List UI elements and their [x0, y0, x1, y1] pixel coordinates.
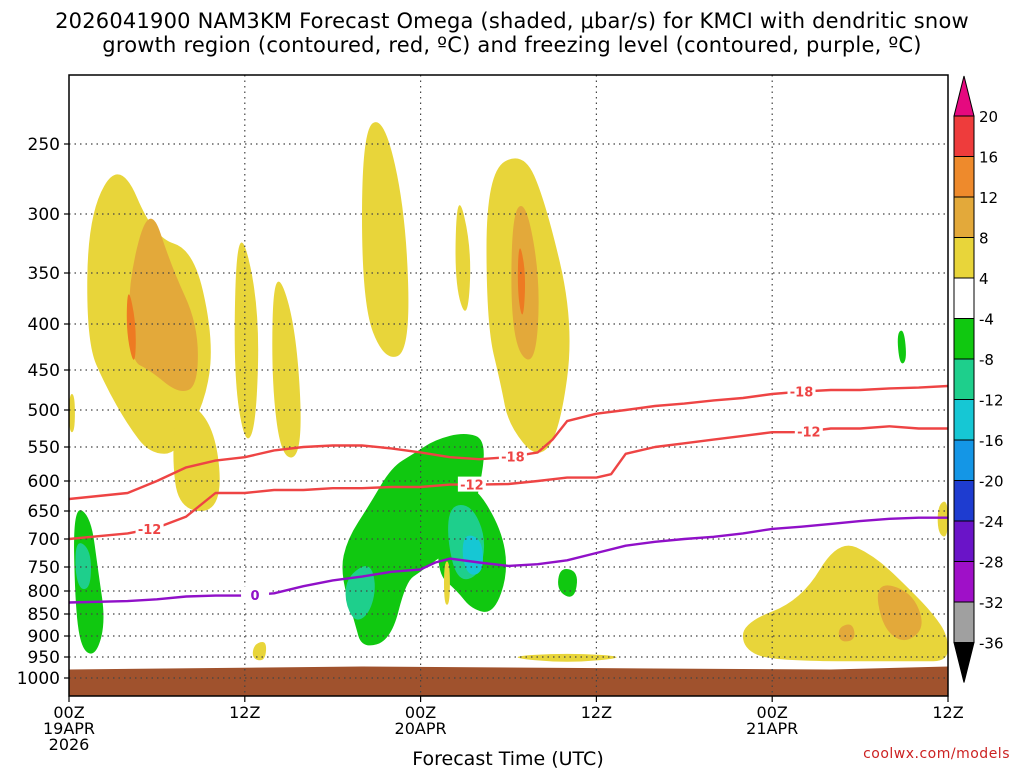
- x-tick-label-0: 00Z: [53, 703, 84, 722]
- contour-label-bg-dgz-12-1: [457, 476, 486, 492]
- x-tick-label-24: 00Z: [405, 703, 436, 722]
- omega-region-26: [444, 561, 450, 605]
- terrain-surface: [69, 666, 948, 696]
- y-tick-label-400: 400: [28, 315, 60, 335]
- y-tick-label-300: 300: [28, 205, 60, 225]
- y-tick-label-600: 600: [28, 472, 60, 492]
- omega-region-25: [937, 501, 948, 537]
- colorbar-segment-12: [953, 601, 975, 643]
- x-tick-date-48: 21APR: [746, 719, 798, 738]
- omega-region-19: [897, 330, 906, 364]
- colorbar-segment-9: [953, 480, 975, 522]
- colorbar-label-9: -20: [979, 473, 1004, 491]
- contour-label-dgz-12-2: -12: [797, 425, 821, 440]
- contour-label-dgz-12-0: -12: [138, 523, 162, 538]
- chart-title-line-2: growth region (contoured, red, ºC) and f…: [102, 33, 922, 57]
- y-tick-label-950: 950: [28, 648, 60, 668]
- contour-label-dgz-12-1: -12: [460, 479, 484, 494]
- omega-region-11: [342, 434, 484, 646]
- omega-region-24: [252, 641, 267, 661]
- x-tick-label-12: 12Z: [229, 703, 260, 722]
- colorbar-label-5: -4: [979, 311, 994, 329]
- omega-region-17: [462, 535, 483, 575]
- colorbar-top-arrow: [953, 75, 975, 117]
- colorbar-label-7: -12: [979, 392, 1004, 410]
- omega-region-14: [75, 543, 91, 590]
- x-tick-date-0: 19APR: [43, 719, 95, 738]
- omega-region-12: [345, 566, 375, 620]
- y-tick-label-1000: 1000: [17, 669, 60, 689]
- colorbar-segment-10: [953, 520, 975, 562]
- omega-region-20: [742, 545, 948, 662]
- omega-region-10: [517, 248, 526, 315]
- colorbar-segment-3: [953, 237, 975, 279]
- y-tick-label-850: 850: [28, 605, 60, 625]
- colorbar-label-4: 4: [979, 270, 989, 288]
- omega-region-6: [362, 122, 409, 357]
- colorbar-label-0: 20: [979, 108, 998, 126]
- colorbar-segment-1: [953, 156, 975, 198]
- omega-region-5: [272, 281, 301, 458]
- contour-label-bg-dgz-12-0: [135, 521, 164, 537]
- colorbar-segment-2: [953, 196, 975, 238]
- omega-region-4: [234, 242, 259, 439]
- y-tick-label-550: 550: [28, 438, 60, 458]
- credit-text: coolwx.com/models: [863, 746, 1010, 762]
- y-tick-label-250: 250: [28, 135, 60, 155]
- omega-region-21: [877, 585, 922, 641]
- y-tick-label-800: 800: [28, 582, 60, 602]
- y-tick-label-500: 500: [28, 401, 60, 421]
- colorbar-label-2: 12: [979, 189, 998, 207]
- x-axis-label: Forecast Time (UTC): [412, 748, 603, 768]
- omega-region-18: [558, 569, 578, 597]
- colorbar-segment-0: [953, 115, 975, 157]
- colorbar-label-1: 16: [979, 149, 998, 167]
- colorbar-segment-7: [953, 399, 975, 441]
- colorbar-segment-8: [953, 439, 975, 481]
- y-tick-label-750: 750: [28, 558, 60, 578]
- omega-region-22: [838, 624, 855, 642]
- colorbar-label-6: -8: [979, 351, 994, 369]
- contour-label-bg-dgz-18-0: [498, 448, 527, 464]
- colorbar-segment-5: [953, 318, 975, 360]
- x-tick-date-24: 20APR: [395, 719, 447, 738]
- omega-region-27: [69, 394, 75, 433]
- contour-label-bg-dgz-12-2: [794, 423, 823, 439]
- x-tick-label-48: 00Z: [757, 703, 788, 722]
- omega-region-23: [517, 653, 617, 662]
- y-tick-label-450: 450: [28, 361, 60, 381]
- y-tick-label-350: 350: [28, 264, 60, 284]
- colorbar-segment-6: [953, 358, 975, 400]
- colorbar-label-11: -28: [979, 554, 1004, 572]
- contour-label-dgz-18-0: -18: [501, 450, 525, 465]
- contour-label-bg-freezing-level-0-0: [241, 586, 270, 602]
- omega-region-2: [126, 294, 136, 360]
- omega-region-3: [173, 404, 220, 511]
- contour-label-freezing-level-0-0: 0: [251, 589, 260, 604]
- x-tick-label-60: 12Z: [932, 703, 963, 722]
- contour-label-bg-dgz-18-1: [787, 383, 816, 399]
- colorbar-label-10: -24: [979, 513, 1004, 531]
- colorbar-label-13: -36: [979, 635, 1004, 653]
- colorbar-bottom-arrow: [953, 642, 975, 683]
- colorbar-label-12: -32: [979, 594, 1004, 612]
- colorbar-segment-11: [953, 561, 975, 603]
- colorbar-label-3: 8: [979, 230, 989, 248]
- colorbar-segment-4: [953, 277, 975, 319]
- x-tick-label-36: 12Z: [581, 703, 612, 722]
- y-tick-label-900: 900: [28, 627, 60, 647]
- chart-title-line-1: 2026041900 NAM3KM Forecast Omega (shaded…: [55, 9, 969, 33]
- y-tick-label-650: 650: [28, 502, 60, 522]
- plot-frame: [68, 74, 949, 697]
- omega-region-1: [128, 218, 198, 391]
- y-tick-label-700: 700: [28, 530, 60, 550]
- x-tick-year-0: 2026: [49, 735, 90, 754]
- contour-label-dgz-18-1: -18: [790, 386, 814, 401]
- omega-region-7: [455, 205, 471, 311]
- colorbar-label-8: -16: [979, 432, 1004, 450]
